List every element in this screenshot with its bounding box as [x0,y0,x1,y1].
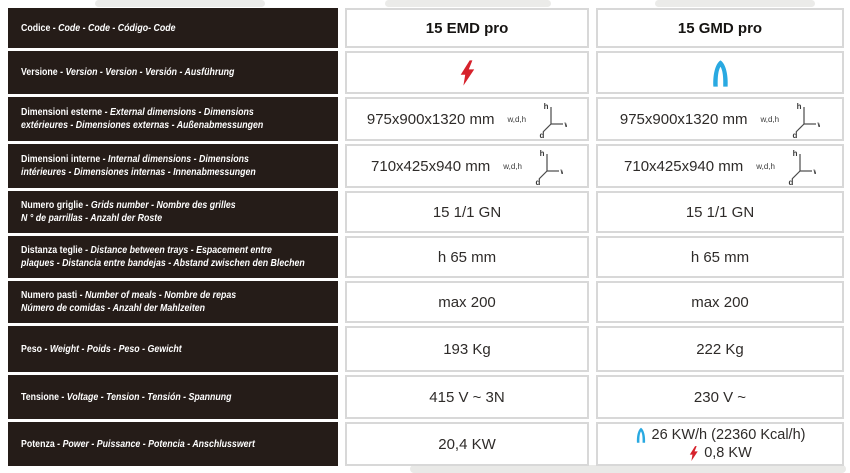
cell-model-emd: 15 EMD pro [345,8,589,48]
gas-flame-icon [636,427,645,443]
cell-versione-emd [345,51,589,94]
bottom-page-shadow [410,465,846,473]
dimension-value: 975x900x1320 mm [619,110,748,128]
cell-distanza-gmd: h 65 mm [596,236,844,278]
axis-label: w,d,h [760,114,780,124]
dimension-axes-icon: h w d [540,102,568,139]
value: 415 V ~ 3N [429,388,505,406]
svg-text:d: d [793,131,798,139]
svg-text:h: h [793,149,798,158]
label-text: Distanza teglie - Distance between trays… [21,245,272,256]
row-label-tensione: Tensione - Voltage - Tension - Tensión -… [8,375,338,419]
dimension-value: 710x425x940 mm [624,157,744,175]
label-text: Dimensioni esterne - External dimensions… [21,107,254,118]
model-name: 15 EMD pro [425,19,509,37]
svg-text:w: w [817,120,821,129]
svg-text:w: w [564,120,568,129]
value: 0,8 KW [704,445,752,461]
gas-flame-icon [712,59,728,87]
label-text: Numero griglie - Grids number - Nombre d… [21,200,236,211]
cell-dim-interne-gmd: 710x425x940 mm w,d,h h w d [596,144,844,188]
label-text: Codice - Code - Code - Código- Code [21,22,176,34]
svg-text:w: w [559,167,563,176]
cell-peso-gmd: 222 Kg [596,326,844,372]
row-label-numero-griglie: Numero griglie - Grids number - Nombre d… [8,191,338,233]
spec-table: Codice - Code - Code - Código- Code 15 E… [8,8,844,466]
dimension-axes-icon: h w d [793,102,821,139]
value: 15 1/1 GN [685,203,755,221]
dimension-value: 710x425x940 mm [371,157,491,175]
cell-pasti-gmd: max 200 [596,281,844,323]
label-text: Versione - Version - Version - Versión -… [21,67,235,78]
value: h 65 mm [690,248,750,266]
cell-griglie-gmd: 15 1/1 GN [596,191,844,233]
lightning-bolt-icon [690,445,698,461]
value: 26 KW/h (22360 Kcal/h) [651,426,806,443]
value: 20,4 KW [438,435,496,453]
row-label-potenza: Potenza - Power - Puissance - Potencia -… [8,422,338,466]
cell-griglie-emd: 15 1/1 GN [345,191,589,233]
row-label-distanza-teglie: Distanza teglie - Distance between trays… [8,236,338,278]
dimension-axes-icon: h w d [536,149,563,186]
label-text: Peso - Weight - Poids - Peso - Gewicht [21,343,182,355]
cell-potenza-emd: 20,4 KW [345,422,589,466]
label-text: Tensione - Voltage - Tension - Tensión -… [21,391,232,403]
dimension-axes-icon: h w d [789,149,816,186]
svg-text:d: d [540,131,545,139]
row-label-dimensioni-interne: Dimensioni interne - Internal dimensions… [8,144,338,188]
cell-pasti-emd: max 200 [345,281,589,323]
label-text: Número de comidas - Anzahl der Mahlzeite… [21,303,206,314]
lightning-bolt-icon [460,59,475,86]
gas-power-line: 26 KW/h (22360 Kcal/h) [635,426,806,443]
label-text: extérieures - Dimensiones externas - Auß… [21,120,264,131]
value: max 200 [438,293,496,311]
svg-text:w: w [812,167,816,176]
dimension-value: 975x900x1320 mm [366,110,495,128]
cell-peso-emd: 193 Kg [345,326,589,372]
model-name: 15 GMD pro [677,19,763,37]
row-label-numero-pasti: Numero pasti - Number of meals - Nombre … [8,281,338,323]
dual-power-value: 26 KW/h (22360 Kcal/h) 0,8 KW [635,426,806,462]
row-label-peso: Peso - Weight - Poids - Peso - Gewicht [8,326,338,372]
value: 230 V ~ [693,388,747,406]
value: 193 Kg [443,340,491,358]
label-text: Potenza - Power - Puissance - Potencia -… [21,438,255,450]
svg-text:d: d [789,178,794,186]
value: h 65 mm [437,248,497,266]
cell-tensione-emd: 415 V ~ 3N [345,375,589,419]
cell-tensione-gmd: 230 V ~ [596,375,844,419]
value: 15 1/1 GN [432,203,502,221]
axis-label: w,d,h [507,114,527,124]
label-text: plaques - Distancia entre bandejas - Abs… [21,258,305,269]
label-text: N ° de parrillas - Anzahl der Roste [21,213,163,224]
axis-label: w,d,h [503,161,522,171]
cell-model-gmd: 15 GMD pro [596,8,844,48]
top-page-shadow-right [655,0,815,7]
cell-dim-esterne-emd: 975x900x1320 mm w,d,h h w d [345,97,589,141]
label-text: Dimensioni interne - Internal dimensions… [21,154,249,165]
cell-dim-esterne-gmd: 975x900x1320 mm w,d,h h w d [596,97,844,141]
value: max 200 [691,293,749,311]
axis-label: w,d,h [756,161,775,171]
row-label-dimensioni-esterne: Dimensioni esterne - External dimensions… [8,97,338,141]
cell-distanza-emd: h 65 mm [345,236,589,278]
svg-text:h: h [544,102,549,111]
row-label-codice: Codice - Code - Code - Código- Code [8,8,338,48]
top-page-shadow-center [385,0,551,7]
value: 222 Kg [696,340,744,358]
svg-text:h: h [540,149,545,158]
cell-versione-gmd [596,51,844,94]
svg-text:h: h [797,102,802,111]
row-label-versione: Versione - Version - Version - Versión -… [8,51,338,94]
electric-power-line: 0,8 KW [635,445,806,462]
top-page-shadow-left [95,0,265,7]
svg-text:d: d [536,178,541,186]
label-text: intérieures - Dimensiones internas - Inn… [21,167,256,178]
cell-dim-interne-emd: 710x425x940 mm w,d,h h w d [345,144,589,188]
cell-potenza-gmd: 26 KW/h (22360 Kcal/h) 0,8 KW [596,422,844,466]
label-text: Numero pasti - Number of meals - Nombre … [21,290,237,301]
